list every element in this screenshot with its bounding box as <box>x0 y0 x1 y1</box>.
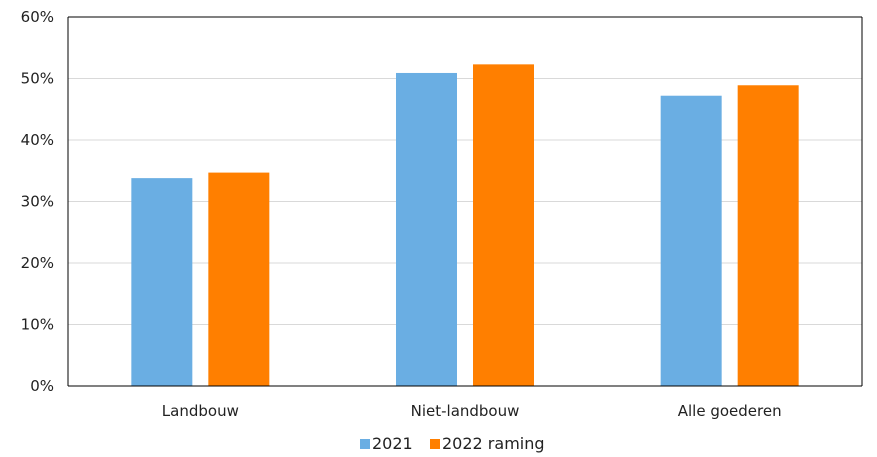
y-tick-label: 50% <box>21 70 54 88</box>
y-tick-label: 40% <box>21 131 54 149</box>
gridlines <box>68 78 862 325</box>
bar-series1 <box>660 95 722 386</box>
bar-series2 <box>473 64 534 386</box>
x-category-label: Alle goederen <box>678 402 782 420</box>
y-tick-label: 60% <box>21 8 54 26</box>
legend-label: 2022 raming <box>442 434 545 453</box>
legend-swatch <box>360 439 370 449</box>
y-tick-label: 0% <box>30 377 54 395</box>
legend-label: 2021 <box>372 434 413 453</box>
y-tick-label: 20% <box>21 254 54 272</box>
bar-series2 <box>208 172 270 386</box>
x-category-label: Landbouw <box>162 402 239 420</box>
bar-series1 <box>396 72 457 386</box>
legend-swatch <box>430 439 440 449</box>
x-axis-categories: Landbouw Niet-landbouw Alle goederen <box>162 402 782 420</box>
bar-series2 <box>737 85 799 386</box>
x-category-label: Niet-landbouw <box>411 402 520 420</box>
bars <box>131 64 799 386</box>
y-tick-label: 10% <box>21 316 54 334</box>
y-tick-label: 30% <box>21 193 54 211</box>
y-axis-ticks: 0% 10% 20% 30% 40% 50% 60% <box>21 8 54 395</box>
legend: 2021 2022 raming <box>360 434 545 453</box>
bar-series1 <box>131 178 193 386</box>
